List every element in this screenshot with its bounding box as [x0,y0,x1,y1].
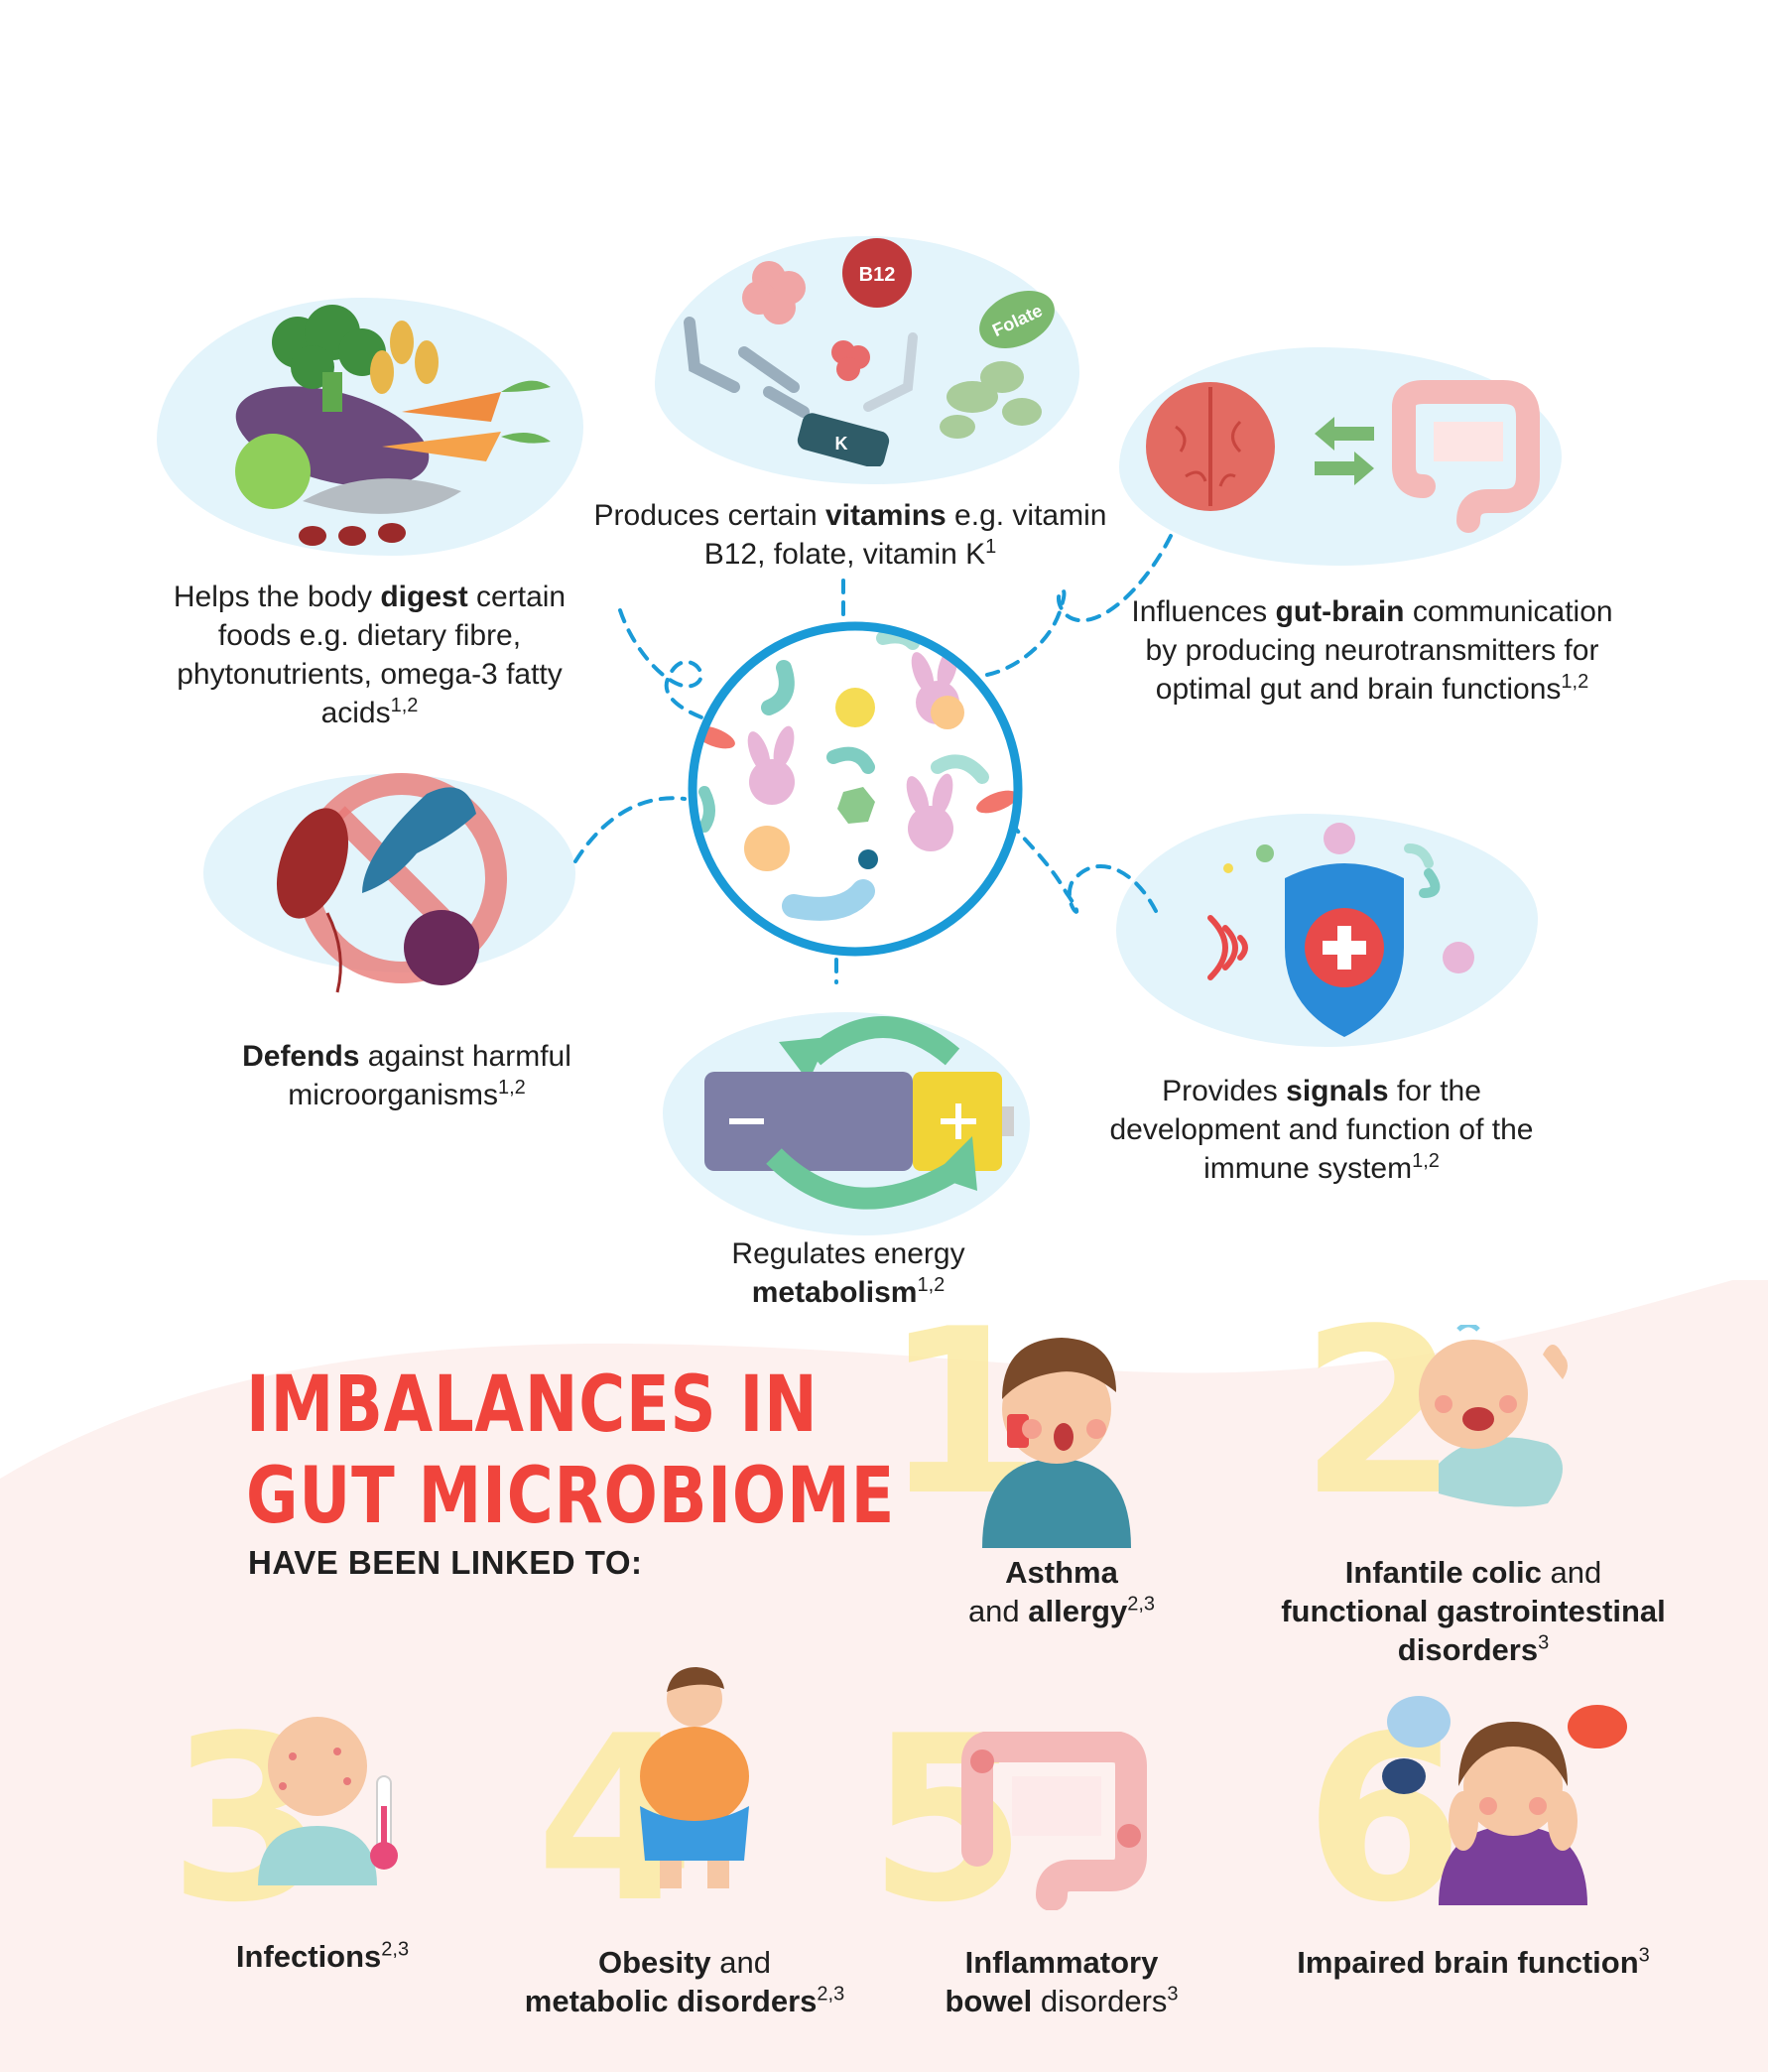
caption-gut-brain: Influences gut-brain communication by pr… [1131,595,1613,706]
imbalances-title: IMBALANCES IN GUT MICROBIOME [246,1360,896,1541]
battery-illustration [704,1016,1014,1210]
condition-infections: Infections2,3 [235,1938,410,1974]
condition-colic: Infantile colic and functional gastrointe… [1281,1555,1666,1667]
caption-defends: Defends against harmful microorganisms1,… [242,1040,571,1111]
condition-brain: Impaired brain function3 [1297,1944,1650,1980]
brain-gut-illustration [1146,380,1540,533]
immune-illustration [1207,823,1474,1037]
caption-signals: Provides signals for the development and… [1109,1075,1534,1185]
sick-child-illustration [258,1717,398,1885]
imbalances-subtitle: HAVE BEEN LINKED TO: [248,1544,643,1581]
pink-background [0,1280,1768,2072]
inflamed-bowel-illustration [961,1732,1147,1910]
defend-illustration [276,773,507,993]
number-6: 6 [1305,1688,1464,1953]
vitamins-illustration: B12 Folate K [684,238,1055,466]
crying-baby-illustration [1419,1325,1568,1507]
caption-vitamins: Produces certain vitamins e.g. vitamin B… [593,499,1107,571]
b12-label: B12 [859,264,896,286]
condition-obesity: Obesity and metabolic disorders2,3 [524,1945,845,2018]
distressed-child-illustration [1382,1696,1627,1905]
asthma-child-illustration [982,1338,1131,1548]
caption-metabolism: Regulates energy metabolism1,2 [731,1237,965,1309]
food-illustration [235,305,551,546]
connector-lines [573,534,1173,984]
condition-asthma: Asthma and allergy2,3 [967,1555,1156,1628]
microbiome-circle [688,621,1023,957]
obese-child-illustration [640,1667,749,1888]
condition-ibd: Inflammatory bowel disorders3 [945,1945,1179,2018]
caption-digest: Helps the body digest certain foods e.g.… [173,581,567,729]
k-label: K [835,434,848,453]
